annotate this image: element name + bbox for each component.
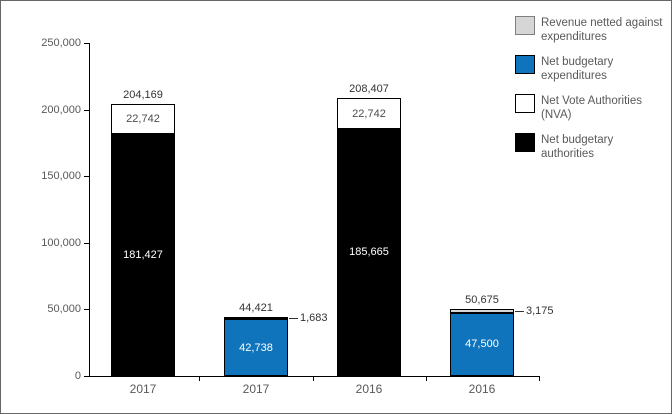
y-tick-label: 100,000 bbox=[41, 236, 81, 249]
y-axis-tick bbox=[84, 109, 89, 111]
legend-label: Net Vote Authorities (NVA) bbox=[541, 95, 643, 121]
bar-segment-value: 47,500 bbox=[465, 338, 499, 351]
bar-total-value: 44,421 bbox=[239, 301, 273, 314]
bar-segment-revenue-netted-against-expenditures bbox=[450, 308, 514, 313]
legend-item: Revenue netted against expenditures bbox=[515, 16, 667, 44]
y-tick-label: 250,000 bbox=[41, 37, 81, 49]
bar-segment-revenue-netted-against-expenditures bbox=[224, 316, 288, 320]
legend-item: Net budgetary authorities bbox=[515, 133, 667, 161]
bar-total-value: 50,675 bbox=[465, 293, 499, 306]
bar-segment-net-budgetary-expenditures bbox=[224, 319, 288, 376]
y-tick-label: 200,000 bbox=[41, 103, 81, 116]
x-category-label: 2016 bbox=[355, 382, 383, 396]
bar-segment-value: 22,742 bbox=[352, 107, 386, 120]
bar-segment-net-budgetary-expenditures bbox=[450, 312, 514, 376]
bar-total-value: 208,407 bbox=[349, 83, 389, 96]
legend-swatch bbox=[515, 94, 535, 113]
bar-segment-net-vote-authorities-nva- bbox=[111, 104, 175, 135]
x-axis-tick bbox=[199, 377, 200, 381]
x-axis-tick bbox=[426, 377, 427, 381]
legend-label: Revenue netted against expenditures bbox=[541, 17, 663, 43]
y-axis-tick bbox=[84, 43, 89, 44]
x-axis-tick bbox=[313, 377, 314, 381]
x-category-label: 2017 bbox=[242, 382, 270, 396]
legend-swatch bbox=[515, 133, 535, 152]
bar-segment-net-vote-authorities-nva- bbox=[337, 98, 401, 129]
y-axis-line bbox=[89, 43, 90, 376]
x-axis-line bbox=[89, 376, 540, 377]
y-axis-tick bbox=[84, 309, 89, 311]
callout-leader-line bbox=[289, 317, 298, 319]
bar-segment-net-budgetary-authorities bbox=[111, 134, 175, 376]
y-tick-label: 50,000 bbox=[47, 303, 81, 316]
y-axis-tick bbox=[84, 176, 89, 178]
y-axis-tick bbox=[84, 242, 89, 244]
legend-swatch bbox=[515, 16, 535, 35]
legend-swatch bbox=[515, 55, 535, 74]
y-tick-label: 150,000 bbox=[41, 170, 81, 183]
legend-item: Net budgetary expenditures bbox=[515, 55, 667, 83]
legend-label: Net budgetary authorities bbox=[541, 134, 614, 160]
legend-item: Net Vote Authorities (NVA) bbox=[515, 94, 667, 122]
y-tick-label: 0 bbox=[74, 370, 81, 382]
bar-segment-value: 181,427 bbox=[123, 249, 163, 262]
x-category-label: 2016 bbox=[468, 382, 496, 396]
callout-leader-line bbox=[515, 310, 524, 312]
bar-segment-value: 42,738 bbox=[239, 341, 273, 354]
bar-segment-value-callout: 1,683 bbox=[300, 311, 328, 324]
bar-segment-value: 185,665 bbox=[349, 246, 389, 259]
legend-label: Net budgetary expenditures bbox=[541, 56, 614, 82]
bar-segment-net-budgetary-authorities bbox=[337, 128, 401, 376]
bar-segment-value-callout: 3,175 bbox=[526, 304, 554, 317]
x-category-label: 2017 bbox=[129, 382, 157, 396]
y-axis-tick bbox=[84, 376, 89, 377]
x-axis-tick bbox=[539, 377, 540, 381]
bar-segment-value: 22,742 bbox=[126, 113, 160, 126]
legend: Revenue netted against expenditures Net b… bbox=[515, 16, 667, 161]
bar-total-value: 204,169 bbox=[123, 89, 163, 102]
